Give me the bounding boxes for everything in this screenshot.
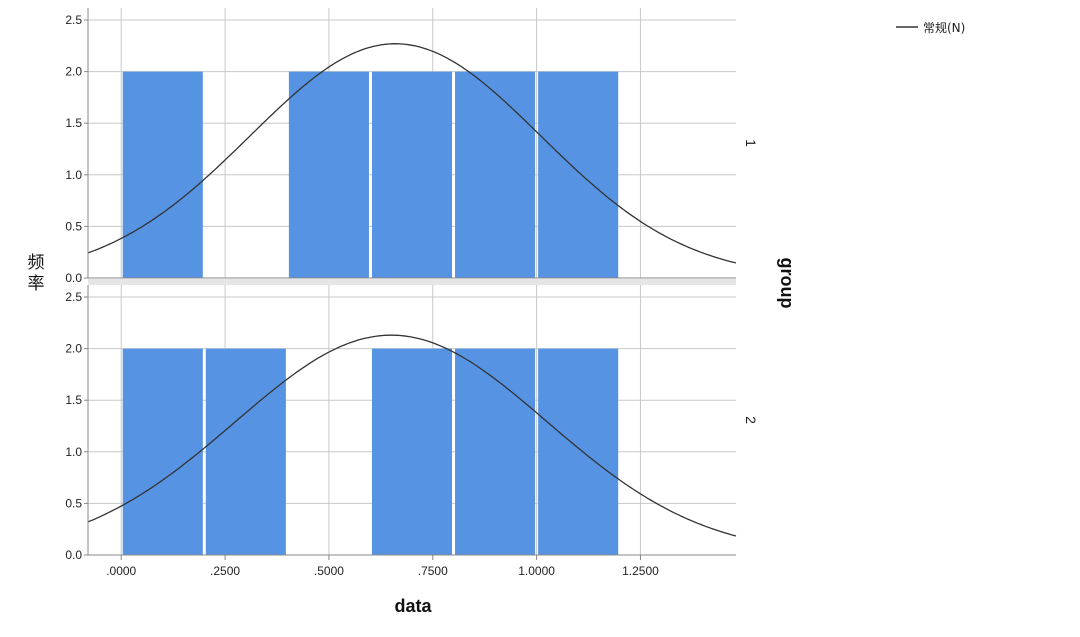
y-tick-label: 0.5 xyxy=(65,219,82,233)
histogram-bar xyxy=(205,348,286,555)
y-axis-title-char: 率 xyxy=(28,274,45,294)
x-tick-label: .5000 xyxy=(314,564,344,578)
x-tick-label: .7500 xyxy=(418,564,448,578)
normal-curve xyxy=(87,43,737,264)
panel-group-1: 0.0 0.5 1.0 1.5 2.0 2.5 xyxy=(65,8,737,285)
histogram-bar xyxy=(288,71,369,278)
histogram-bar xyxy=(455,348,536,555)
y-tick-label: 1.0 xyxy=(65,168,82,182)
y-tick-label: 2.0 xyxy=(65,342,82,356)
y-axis-title: 频率 xyxy=(28,253,45,294)
histogram-bar xyxy=(371,348,453,555)
x-tick-label: 1.2500 xyxy=(622,564,659,578)
histogram-bar xyxy=(122,348,203,555)
panel-group-2: 0.0 0.5 1.0 1.5 2.0 2.5 xyxy=(65,285,737,562)
y-tick-label: 0.0 xyxy=(65,548,82,562)
histogram-bar xyxy=(538,71,619,278)
x-tick-label: .0000 xyxy=(106,564,136,578)
y-tick-label: 0.0 xyxy=(65,271,82,285)
y-tick-label: 0.5 xyxy=(65,496,82,510)
histogram-bar xyxy=(455,71,536,278)
facet-title: group xyxy=(777,258,797,309)
histogram-bar xyxy=(122,71,203,278)
x-axis-title: data xyxy=(394,596,432,616)
x-tick-label: .2500 xyxy=(210,564,240,578)
x-tick-label: 1.0000 xyxy=(518,564,555,578)
y-tick-label: 1.5 xyxy=(65,393,82,407)
y-tick-label: 1.5 xyxy=(65,116,82,130)
panel-label-1: 1 xyxy=(743,139,759,147)
y-tick-label: 1.0 xyxy=(65,445,82,459)
y-tick-label: 2.5 xyxy=(65,290,82,304)
x-axis: .0000 .2500 .5000 .7500 1.0000 1.2500 xyxy=(88,279,736,578)
legend: 常规(N) xyxy=(896,20,965,35)
panel-label-2: 2 xyxy=(743,416,759,424)
y-axis-title-char: 频 xyxy=(28,253,45,273)
normal-curve xyxy=(87,334,737,537)
legend-label: 常规(N) xyxy=(923,20,965,35)
y-tick-label: 2.5 xyxy=(65,13,82,27)
panel-separator xyxy=(88,279,736,285)
histogram-bar xyxy=(371,71,453,278)
histogram-bar xyxy=(538,348,619,555)
y-tick-label: 2.0 xyxy=(65,65,82,79)
